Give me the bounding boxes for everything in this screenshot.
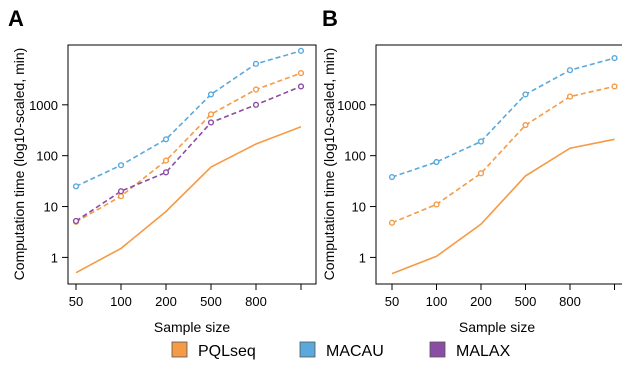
x-tick-label-a: 800: [245, 294, 267, 309]
data-point-malax-a: [297, 83, 305, 90]
x-axis-b: 50 100 200 500 800: [385, 284, 615, 309]
data-point-pqlseq-b: [566, 93, 574, 100]
legend-swatch-pqlseq: [171, 341, 188, 358]
x-tick-label-b: 500: [515, 294, 537, 309]
data-point-macau-b: [522, 91, 529, 98]
legend-swatch-macau: [299, 341, 316, 358]
data-point-malax-a: [117, 188, 125, 195]
y-axis-a: 1 10 100 1000: [29, 98, 68, 265]
data-point-macau-a: [117, 162, 125, 169]
legend-swatch-malax: [429, 341, 446, 358]
data-point-malax-a: [207, 119, 215, 126]
data-point-macau-b: [388, 173, 396, 181]
y-tick-label-b: 100: [344, 149, 366, 164]
data-point-macau-a: [297, 47, 305, 54]
x-axis-a: 50 100 200 500 800: [69, 284, 302, 309]
data-point-pqlseq-b: [522, 121, 529, 129]
x-tick-label-a: 500: [200, 294, 222, 309]
data-point-pqlseq-b: [611, 83, 618, 90]
y-axis-b: 1 10 100 1000: [337, 98, 376, 265]
series-line-macau-dashed-a: [75, 50, 302, 188]
plot-frame-b: [375, 44, 622, 285]
legend-label-macau: MACAU: [326, 343, 384, 360]
data-point-malax-a: [72, 217, 80, 225]
x-tick-label-b: 100: [426, 294, 448, 309]
data-point-pqlseq-a: [252, 86, 260, 93]
legend-label-malax: MALAX: [456, 343, 511, 360]
y-tick-label-a: 1000: [29, 98, 58, 113]
data-point-pqlseq-a: [117, 193, 125, 200]
data-point-pqlseq-a: [162, 157, 170, 164]
x-tick-label-b: 800: [559, 294, 581, 309]
data-point-macau-b: [477, 138, 485, 145]
y-axis-title-a: Computation time (log10-scaled, min): [11, 48, 27, 281]
data-point-pqlseq-b: [433, 201, 440, 208]
x-tick-label-a: 100: [110, 294, 132, 309]
panel-label-a: A: [8, 6, 24, 31]
data-point-pqlseq-a: [297, 70, 305, 77]
series-line-macau-dashed-b: [391, 57, 615, 178]
panel-label-b: B: [322, 6, 338, 31]
data-point-pqlseq-b: [477, 170, 485, 177]
x-axis-title-a: Sample size: [154, 319, 230, 335]
y-tick-label-a: 100: [36, 149, 58, 164]
series-layer-b: [388, 54, 618, 275]
legend-label-pqlseq: PQLseq: [198, 343, 256, 360]
y-tick-label-b: 10: [352, 200, 366, 215]
data-point-macau-b: [611, 54, 618, 62]
data-point-pqlseq-b: [388, 219, 396, 226]
y-tick-label-b: 1000: [337, 98, 366, 113]
x-tick-label-a: 50: [69, 294, 83, 309]
series-line-malax-dashed-a: [75, 85, 302, 222]
series-layer-a: [72, 47, 305, 274]
legend: PQLseq MACAU MALAX: [171, 341, 511, 360]
series-line-pqlseq-dashed-b: [391, 85, 615, 224]
series-line-pqlseq-solid-a: [75, 126, 302, 274]
data-point-malax-a: [252, 101, 260, 108]
series-line-pqlseq-dashed-a: [75, 72, 302, 223]
data-point-macau-a: [252, 60, 260, 67]
x-tick-label-a: 200: [155, 294, 177, 309]
y-tick-label-b: 1: [359, 250, 366, 265]
data-point-malax-a: [162, 169, 170, 176]
data-point-macau-a: [207, 91, 215, 98]
x-axis-title-b: Sample size: [459, 319, 535, 335]
data-point-macau-a: [162, 136, 170, 143]
x-tick-label-b: 200: [470, 294, 492, 309]
y-axis-title-b: Computation time (log10-scaled, min): [321, 48, 337, 281]
data-point-macau-b: [433, 158, 440, 166]
x-tick-label-b: 50: [385, 294, 399, 309]
data-point-pqlseq-a: [207, 111, 215, 118]
data-point-macau-a: [72, 183, 80, 190]
series-line-pqlseq-solid-b: [391, 138, 615, 275]
y-tick-label-a: 1: [51, 250, 58, 265]
data-point-macau-b: [566, 67, 574, 74]
plot-frame-a: [67, 44, 317, 285]
y-tick-label-a: 10: [44, 200, 58, 215]
